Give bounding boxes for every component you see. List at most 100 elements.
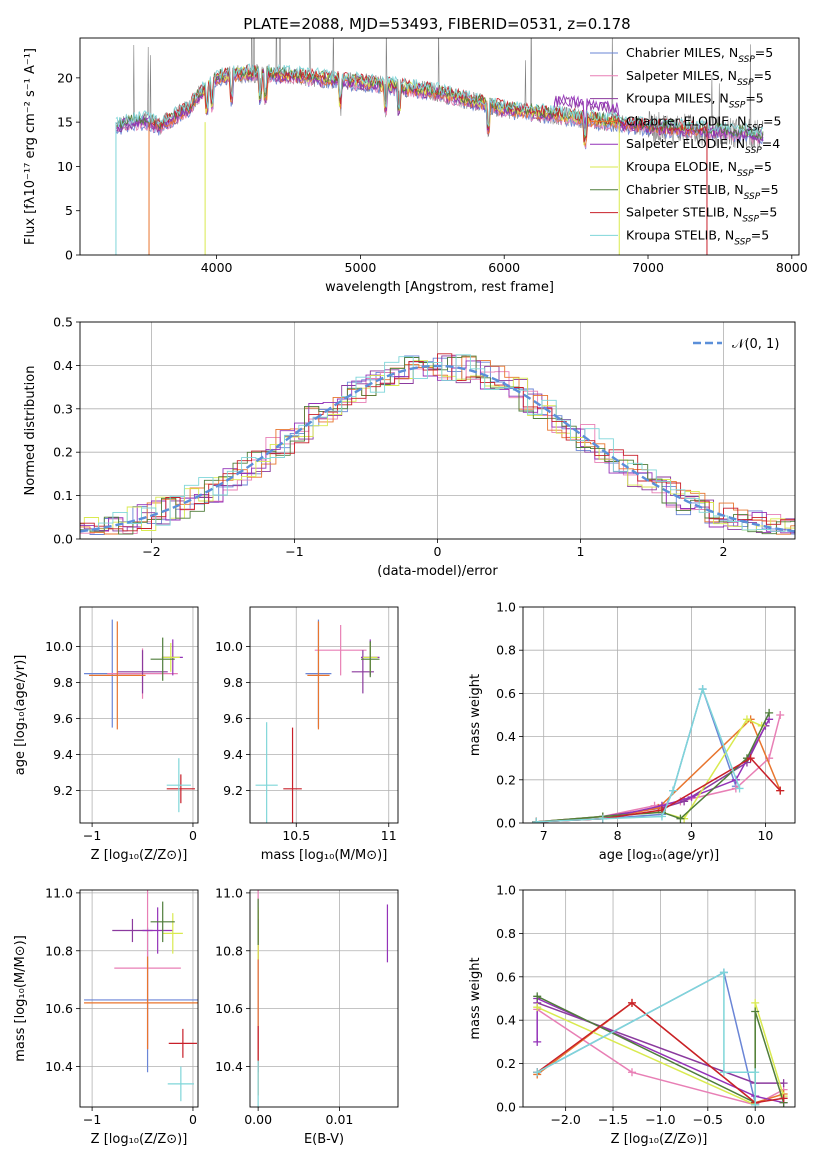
axes-frame [79,321,796,540]
x-tick-label: 1 [577,544,585,559]
y-tick-label: 10.4 [215,1059,243,1074]
plus-marker [779,1094,788,1103]
x-tick-label: 8000 [776,260,808,275]
plus-marker [687,793,696,802]
spectrum-panel: 4000 5000 6000 7000 8000 0 5 10 15 20 wavelength [… [23,37,808,295]
x-tick-label: 0.01 [326,1112,354,1127]
error-bar-point [361,641,380,678]
x-axis-label: E(B-V) [304,1132,344,1147]
y-tick-label: 0 [65,248,73,263]
gaussian-reference-curve [80,364,795,533]
y-tick-label: 9.8 [53,675,73,690]
y-axis-label: mass [log₁₀(M/M⊙)] [13,935,28,1062]
y-tick-label: 10.0 [45,639,73,654]
x-tick-label: 0.00 [244,1112,272,1127]
y-tick-label: 10.4 [45,1059,73,1074]
y-tick-label: 9.2 [53,783,73,798]
y-tick-label: 0.5 [53,315,73,330]
mass-weight-line [536,1008,784,1106]
residuals-legend: 𝒩(0, 1) [693,337,779,352]
x-tick-label: 0 [189,828,197,843]
plus-marker [698,685,707,694]
y-tick-label: 0.1 [53,488,73,503]
x-tick-label: −2 [142,544,160,559]
error-bar-point [142,907,173,954]
error-bar-point [314,625,367,676]
y-tick-label: 10.6 [45,1001,73,1016]
y-tick-label: 5 [65,203,73,218]
y-axis-label: mass weight [468,674,483,756]
x-tick-label: 4000 [201,260,233,275]
x-axis-label: age [log₁₀(age/yr)] [599,848,720,863]
residual-histogram-line [80,360,795,534]
plus-marker [533,1068,542,1077]
y-tick-label: 9.6 [223,711,243,726]
error-bar-point [283,727,302,823]
y-tick-label: 1.0 [496,883,516,898]
mass-weight-line [536,686,741,823]
mass-weight-series [533,992,788,1107]
mass-weight-series [532,685,744,823]
residuals-plot-area [80,353,795,535]
model-spectrum-line [202,65,620,146]
plus-marker [765,708,774,717]
x-axis-label: Z [log₁₀(Z/Z⊙)] [91,1132,188,1147]
y-tick-label: 0.0 [496,816,516,831]
legend-label: Chabrier MILES, NSSP=5 [626,45,773,65]
plus-marker [735,784,744,793]
y-tick-label: 0.0 [53,532,73,547]
y-tick-label: 10.0 [215,639,243,654]
axes-frame [249,606,399,824]
mass-vs-ebv-panel: 0.00 0.01 10.4 10.6 10.8 11.0 E(B-V) [215,885,399,1147]
plus-marker [533,1037,542,1046]
x-axis-label: wavelength [Angstrom, rest frame] [325,280,554,295]
x-tick-label: −1 [285,544,303,559]
mass-weight-line [536,971,756,1103]
error-bar-point [161,643,180,672]
mass-weight-line [536,995,785,1104]
mass-weight-series [533,968,760,1107]
mass-vs-z-panel: −1 0 10.4 10.6 10.8 11.0 Z [log₁₀(Z/Z⊙)] mass [… [13,885,199,1147]
x-tick-label: 8 [614,828,622,843]
plus-marker [751,998,760,1007]
plus-marker [627,998,636,1007]
x-tick-label: 0.0 [745,1112,765,1127]
y-tick-label: 0.8 [496,643,516,658]
age-vs-z-plot-area [84,619,195,813]
mass-weight-vs-age-panel: 7 8 9 10 0.0 0.2 0.4 0.6 0.8 1.0 age [log₁₀(age/yr… [468,600,796,863]
plus-marker [776,711,785,719]
plus-marker [532,817,541,823]
age-vs-mass-panel: 10.5 11 9.2 9.4 9.6 9.8 10.0 mass [log₁₀(M/M⊙)] [215,606,399,863]
y-tick-label: 0.4 [496,729,516,744]
mass-vs-ebv-plot-area [257,890,389,1107]
mass-weight-line [536,712,770,823]
y-tick-label: 0.8 [496,926,516,941]
y-tick-label: 9.4 [53,747,73,762]
mass-vs-z-plot-area [84,890,198,1102]
y-axis-label: Flux [fλ10⁻¹⁷ erg cm⁻² s⁻¹ A⁻¹] [23,48,38,245]
x-tick-label: −1.0 [645,1112,675,1127]
x-tick-label: −1 [83,828,101,843]
residual-histogram-line [80,355,795,535]
model-spectrum-line [115,63,764,137]
x-tick-label: 5000 [345,260,377,275]
mass-weight-series [533,968,760,1107]
x-tick-label: −0.5 [693,1112,723,1127]
x-tick-label: 11 [381,828,397,843]
y-tick-label: 0.2 [53,445,73,460]
y-tick-label: 10.8 [45,943,73,958]
mass-weight-vs-age-plot-area [532,685,785,823]
age-vs-z-panel: −1 0 9.2 9.4 9.6 9.8 10.0 Z [log₁₀(Z/Z⊙)] age [l… [13,606,199,863]
legend-label: Kroupa ELODIE, NSSP=5 [626,159,772,179]
mass-weight-vs-z-panel: −2.0 −1.5 −1.0 −0.5 0.0 0.0 0.2 0.4 0.6 0.8 1.0 Z [… [468,883,796,1147]
error-bar-point [162,913,183,954]
plus-marker [669,786,678,795]
legend-label: Chabrier ELODIE, NSSP=5 [626,113,781,133]
plus-marker [719,968,728,977]
legend-label: Kroupa STELIB, NSSP=5 [626,227,769,247]
error-bar-point [150,637,175,681]
y-tick-label: 9.2 [223,783,243,798]
error-bar-point [89,621,146,730]
error-bar-point [307,621,330,730]
